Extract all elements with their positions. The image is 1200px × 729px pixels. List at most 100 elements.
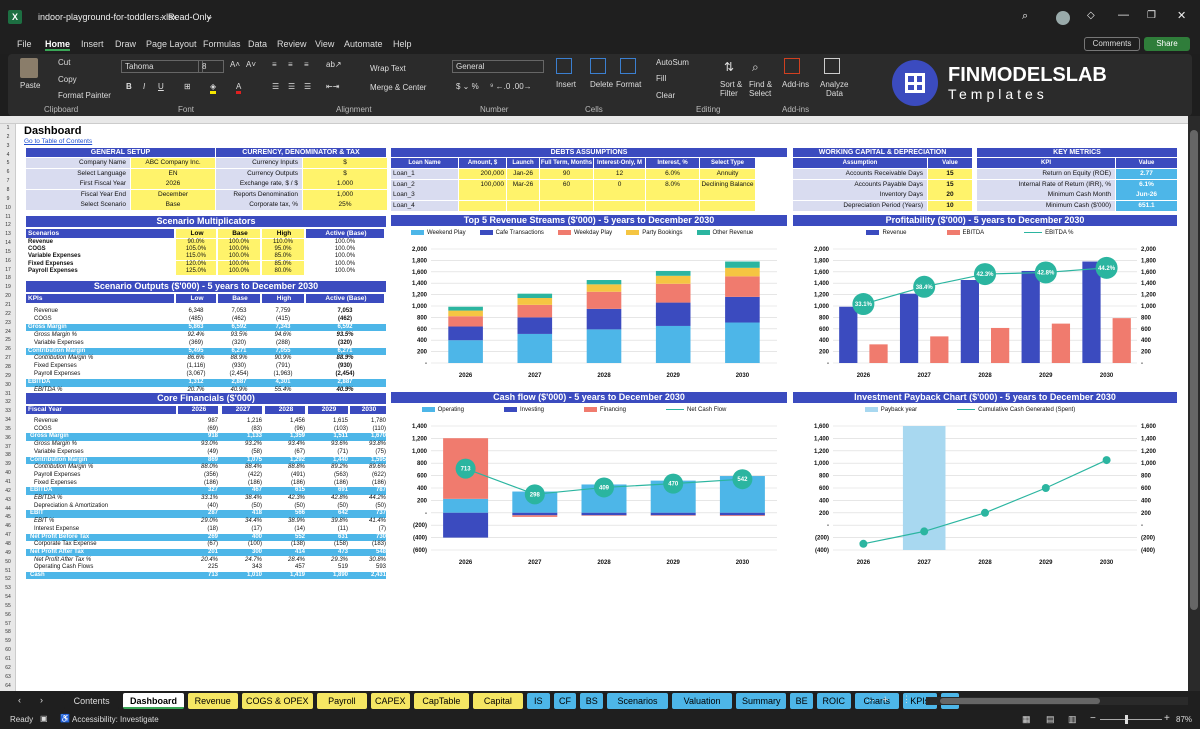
debts-cell[interactable]: 200,000: [459, 169, 506, 179]
row-number[interactable]: 34: [5, 417, 11, 424]
scen-mult-cell[interactable]: 100.0%: [218, 239, 260, 246]
debts-cell[interactable]: [540, 200, 593, 211]
debts-cell[interactable]: [540, 190, 593, 200]
align-bottom-icon[interactable]: ≡: [304, 60, 309, 69]
font-shrink-icon[interactable]: A˅: [246, 60, 257, 69]
row-number[interactable]: 30: [5, 381, 11, 388]
next-sheet-icon[interactable]: ›: [40, 695, 43, 705]
setup-value[interactable]: December: [131, 189, 215, 200]
analyze-data-button[interactable]: Analyze: [820, 80, 849, 89]
row-number[interactable]: 42: [5, 487, 11, 494]
debts-cell[interactable]: [459, 190, 506, 200]
row-number[interactable]: 25: [5, 337, 11, 344]
menu-data[interactable]: Data: [248, 39, 268, 49]
sheet-options-icon[interactable]: ⋮: [902, 694, 911, 704]
setup-value[interactable]: EN: [131, 168, 215, 179]
scen-mult-cell[interactable]: 115.0%: [176, 253, 216, 261]
scen-mult-cell[interactable]: 95.0%: [262, 246, 304, 254]
toc-link[interactable]: Go to Table of Contents: [24, 138, 93, 145]
menu-insert[interactable]: Insert: [81, 39, 104, 49]
addins-button[interactable]: Add-ins: [782, 80, 810, 89]
menu-formulas[interactable]: Formulas: [203, 39, 241, 49]
row-number[interactable]: 61: [5, 656, 11, 662]
row-number[interactable]: 57: [5, 620, 11, 627]
row-number[interactable]: 24: [5, 328, 11, 335]
row-number[interactable]: 9: [6, 195, 10, 202]
row-number[interactable]: 27: [5, 355, 11, 362]
debts-cell[interactable]: 100,000: [459, 179, 506, 190]
row-number[interactable]: 5: [6, 160, 10, 167]
hscroll-thumb[interactable]: [940, 698, 1100, 704]
minimize-icon[interactable]: —: [1118, 9, 1129, 21]
comments-button[interactable]: Comments: [1084, 37, 1140, 51]
find-select-button-2[interactable]: Select: [749, 89, 772, 98]
scen-mult-cell[interactable]: 85.0%: [262, 260, 304, 268]
fill-color-icon[interactable]: ◈: [210, 82, 217, 94]
row-number[interactable]: 21: [5, 302, 11, 308]
row-number[interactable]: 6: [6, 169, 10, 176]
page-layout-view-icon[interactable]: ▤: [1046, 714, 1055, 724]
zoom-in-icon[interactable]: +: [1164, 713, 1170, 724]
row-number[interactable]: 28: [5, 363, 11, 370]
row-number[interactable]: 11: [5, 213, 11, 220]
row-number[interactable]: 1: [6, 125, 10, 131]
debts-cell[interactable]: 90: [540, 169, 593, 179]
accessibility-icon[interactable]: ♿: [60, 714, 70, 723]
scen-mult-cell[interactable]: 100.0%: [218, 260, 260, 268]
zoom-out-icon[interactable]: −: [1090, 713, 1096, 724]
scen-mult-cell[interactable]: 90.0%: [176, 239, 216, 246]
sort-filter-button-2[interactable]: Filter: [720, 89, 738, 98]
font-grow-icon[interactable]: A˄: [230, 60, 241, 69]
row-number[interactable]: 60: [5, 647, 11, 654]
debts-cell[interactable]: 8.0%: [646, 179, 699, 190]
addins-icon[interactable]: [784, 58, 800, 74]
align-center-icon[interactable]: ☰: [288, 82, 296, 91]
row-number[interactable]: 36: [5, 434, 11, 441]
row-number[interactable]: 49: [5, 549, 11, 556]
menu-draw[interactable]: Draw: [115, 39, 137, 49]
format-button[interactable]: Format: [616, 80, 642, 89]
setup-value[interactable]: 1,000: [303, 189, 387, 200]
scen-mult-cell[interactable]: 100.0%: [218, 267, 260, 275]
debts-cell[interactable]: [459, 200, 506, 211]
row-number[interactable]: 12: [5, 222, 11, 229]
sheet-tab-is[interactable]: IS: [526, 693, 550, 709]
row-number[interactable]: 59: [5, 638, 11, 645]
font-size-select[interactable]: 8: [198, 60, 224, 73]
page-break-view-icon[interactable]: ▥: [1068, 714, 1077, 724]
menu-home[interactable]: Home: [45, 39, 71, 51]
sheet-tab-charts[interactable]: Charts: [854, 693, 899, 709]
row-number[interactable]: 38: [5, 452, 11, 459]
debts-cell[interactable]: 12: [594, 169, 645, 179]
row-number[interactable]: 15: [5, 248, 11, 255]
row-number[interactable]: 52: [5, 576, 11, 583]
indent-icon[interactable]: ⇤⇥: [326, 82, 340, 91]
row-number[interactable]: 18: [5, 275, 11, 282]
sheet-tab-capex[interactable]: CAPEX: [370, 693, 410, 709]
menu-automate[interactable]: Automate: [344, 39, 383, 49]
row-number[interactable]: 29: [5, 372, 11, 379]
debts-cell[interactable]: 6.0%: [646, 169, 699, 179]
cut-button[interactable]: Cut: [58, 58, 71, 67]
scen-mult-cell[interactable]: 125.0%: [176, 267, 216, 275]
wc-value[interactable]: 15: [928, 169, 972, 179]
borders-icon[interactable]: ⊞: [184, 82, 191, 91]
row-number[interactable]: 32: [5, 399, 11, 406]
add-sheet-icon[interactable]: +: [882, 694, 889, 706]
row-number[interactable]: 3: [6, 142, 10, 149]
analyze-data-icon[interactable]: [824, 58, 840, 74]
row-number[interactable]: 39: [5, 461, 11, 468]
setup-value[interactable]: $: [303, 168, 387, 179]
currency-icon[interactable]: $ ⌄ %: [456, 82, 479, 91]
orientation-icon[interactable]: ab↗: [326, 60, 342, 69]
setup-value[interactable]: 1.000: [303, 179, 387, 189]
menu-help[interactable]: Help: [393, 39, 412, 49]
scen-mult-cell[interactable]: 110.0%: [262, 239, 304, 246]
format-painter-button[interactable]: Format Painter: [58, 91, 111, 100]
debts-cell[interactable]: [507, 200, 539, 211]
row-number[interactable]: 4: [6, 151, 10, 158]
share-button[interactable]: Share: [1144, 37, 1190, 51]
row-number[interactable]: 58: [5, 629, 11, 636]
sheet-tab-roic[interactable]: ROIC: [817, 693, 851, 709]
scen-mult-cell[interactable]: 100.0%: [218, 246, 260, 254]
